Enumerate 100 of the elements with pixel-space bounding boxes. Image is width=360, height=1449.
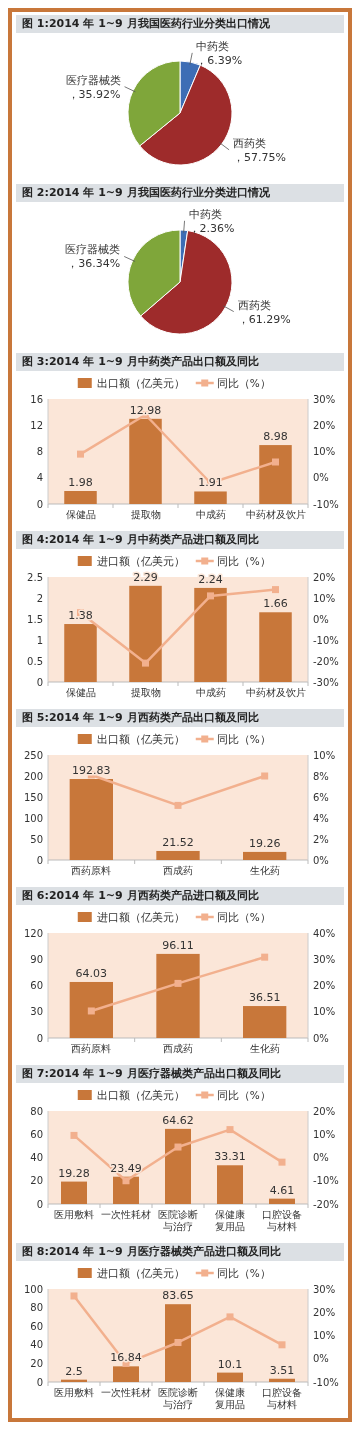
slice-label: 西药类 [233,136,267,150]
y2-tick-label: 20% [313,1105,336,1117]
y-tick-label: 120 [23,927,43,939]
data-label: 10.1 [217,1357,243,1371]
y2-tick-label: -10% [313,498,339,510]
bar [269,1198,295,1204]
y-tick-label: 40 [30,1339,43,1351]
bar [217,1372,243,1382]
legend-label: 出口额（亿美元） [96,376,185,389]
y-tick-label: 4 [36,472,43,484]
bar [243,1006,287,1038]
x-tick-label: 中成药 [195,687,226,698]
x-tick-label: 一次性耗材 [101,1387,151,1398]
y-tick-label: 60 [30,1128,43,1140]
x-tick-label: 医院诊断与治疗 [158,1387,198,1410]
chart-title: 图 1:2014 年 1~9 月我国医药行业分类出口情况 [16,15,344,33]
point [278,1341,286,1349]
y-tick-label: 100 [23,1283,43,1295]
legend-label: 同比（%） [216,376,271,389]
slice-label: 医疗器械类 [65,73,121,87]
y2-tick-label: -20% [313,1198,339,1210]
point [77,450,84,458]
slice-label: 中药类 [196,39,230,53]
y2-tick-label: -10% [313,634,339,646]
data-label: 96.11 [162,938,194,952]
data-label: 33.31 [214,1150,246,1164]
data-label: 2.24 [198,572,223,586]
point [272,586,279,594]
data-label: 3.51 [269,1363,295,1377]
bar [217,1165,243,1204]
data-label: 2.5 [65,1364,83,1378]
y-tick-label: 80 [30,1105,43,1117]
data-label: 1.38 [68,609,93,623]
bar [129,418,162,504]
y-tick-label: 12 [30,419,43,431]
y2-tick-label: 20% [313,571,336,583]
legend-label: 同比（%） [216,910,271,923]
y-tick-label: 0 [36,498,43,510]
x-tick-label: 保健康复用品 [215,1387,245,1410]
y2-tick-label: 0% [313,613,329,625]
slice-label: 西药类 [237,298,271,312]
x-tick-label: 口腔设备与材料 [262,1387,302,1410]
bar [69,779,113,860]
bar [269,1378,295,1382]
y-tick-label: 50 [30,833,43,845]
y2-tick-label: 0% [313,854,329,866]
y2-tick-label: 20% [313,1306,336,1318]
data-label: ，35.92% [67,87,121,101]
y-tick-label: 0 [36,1032,43,1044]
data-label: 12.98 [129,403,162,417]
bar [156,953,200,1038]
y-tick-label: 16 [30,393,43,405]
data-label: 192.83 [72,764,111,778]
x-tick-label: 医用敷料 [54,1209,94,1220]
y-tick-label: 30 [30,1006,43,1018]
legend-label: 同比（%） [216,554,271,567]
legend-label: 同比（%） [216,1088,271,1101]
x-tick-label: 西药原料 [71,1043,112,1054]
data-label: 2.29 [133,570,158,584]
point [207,592,214,600]
bar [243,851,287,860]
y2-tick-label: 0% [313,1152,329,1163]
y2-tick-label: 0% [313,1032,329,1044]
data-label: 1.98 [68,476,93,490]
y2-tick-label: 10% [313,592,336,604]
y-tick-label: 150 [23,791,43,803]
legend-label: 同比（%） [216,732,271,745]
chart-title: 图 6:2014 年 1~9 月西药类产品进口额及同比 [16,887,344,905]
x-tick-label: 中药材及饮片 [245,687,306,698]
legend-label: 进口额（亿美元） [96,554,185,567]
x-tick-label: 医院诊断与治疗 [158,1209,198,1232]
data-label: ，57.75% [233,150,287,164]
data-label: 4.61 [269,1183,295,1197]
legend-label: 进口额（亿美元） [96,1266,185,1279]
chart-title: 图 7:2014 年 1~9 月医疗器械类产品出口额及同比 [16,1065,344,1083]
y2-tick-label: 6% [313,791,329,803]
y2-tick-label: 10% [313,446,336,457]
data-label: 21.52 [162,835,194,849]
point [278,1158,286,1166]
y-tick-label: 20 [30,1357,43,1369]
bar [156,850,200,860]
x-tick-label: 生化药 [249,1043,280,1054]
bar [113,1176,139,1204]
point [174,979,182,987]
data-label: 8.98 [263,430,288,444]
point [226,1313,234,1321]
bar [69,981,113,1038]
data-label: 19.28 [58,1166,90,1180]
x-tick-label: 口腔设备与材料 [262,1209,302,1232]
x-tick-label: 西成药 [163,1043,193,1054]
y2-tick-label: 30% [313,393,336,405]
y2-tick-label: 10% [313,1128,336,1140]
point [174,1143,182,1151]
y2-tick-label: 0% [313,472,329,484]
y-tick-label: 8 [36,446,43,457]
data-label: 1.91 [198,476,223,490]
data-label: 36.51 [248,991,281,1005]
data-label: 83.65 [162,1289,194,1303]
y2-tick-label: 2% [313,833,329,845]
data-label: 64.03 [75,966,108,980]
